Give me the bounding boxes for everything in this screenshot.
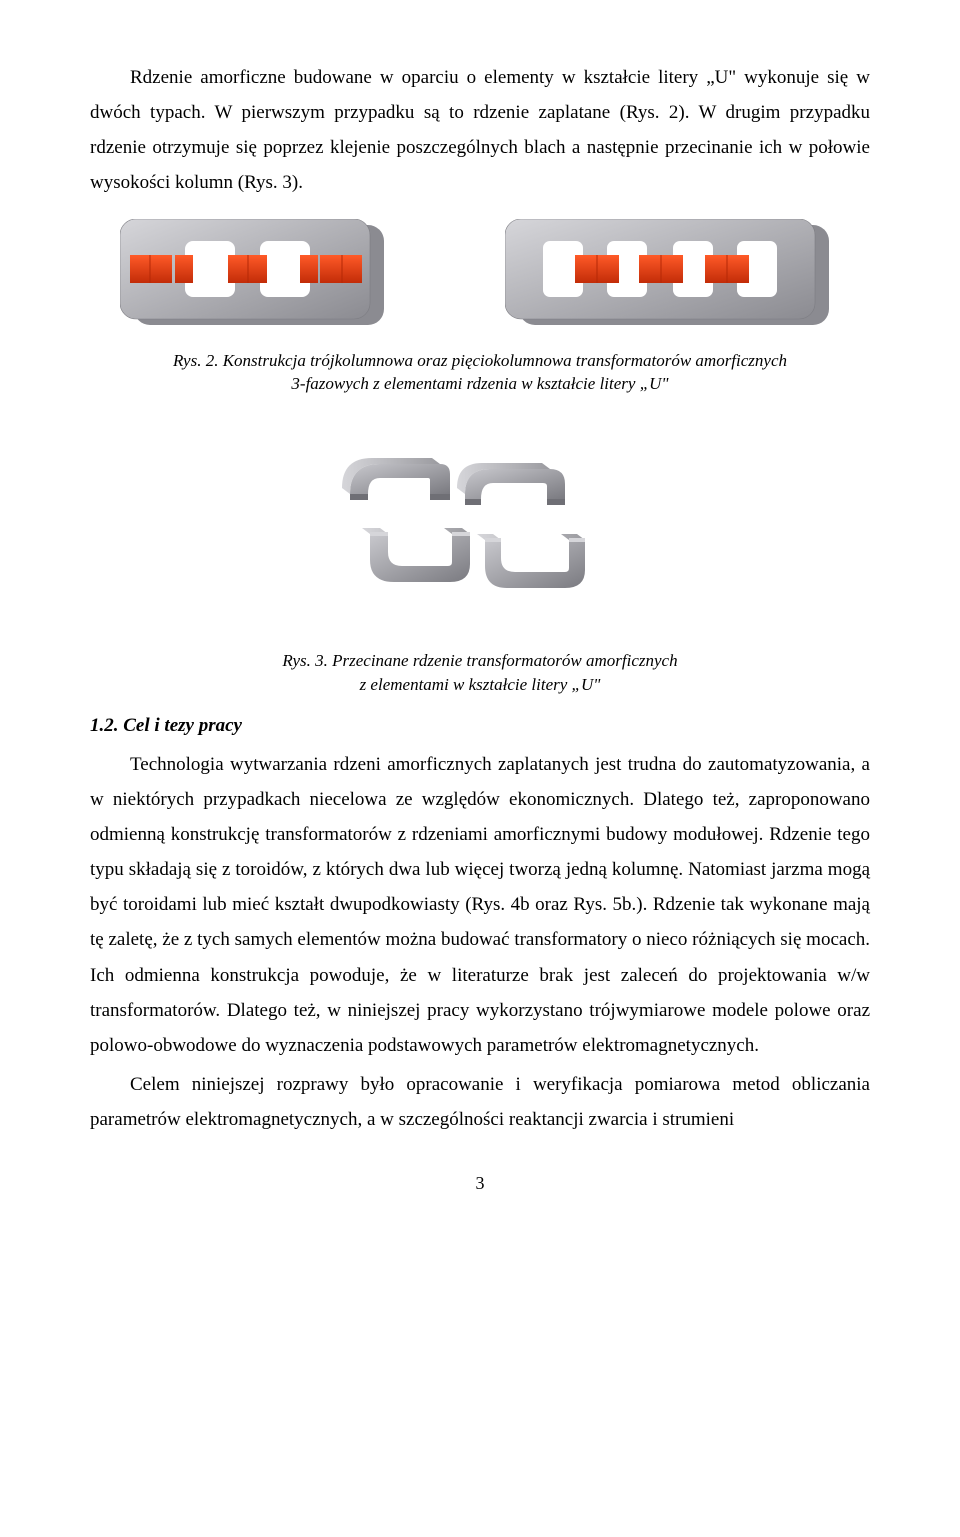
fig2-caption-l2: 3-fazowych z elementami rdzenia w kształ… (291, 374, 668, 393)
fig3-caption-l2: z elementami w kształcie litery „U" (360, 675, 601, 694)
fig2-core-3col (120, 219, 395, 339)
document-page: Rdzenie amorficzne budowane w oparciu o … (0, 0, 960, 1234)
figure-3 (90, 414, 870, 639)
fig2-caption-l1: Rys. 2. Konstrukcja trójkolumnowa oraz p… (173, 351, 787, 370)
fig3-cores (310, 414, 650, 634)
figure-2-caption: Rys. 2. Konstrukcja trójkolumnowa oraz p… (90, 349, 870, 397)
paragraph-body-1: Technologia wytwarzania rdzeni amorficzn… (90, 747, 870, 1063)
paragraph-body-2: Celem niniejszej rozprawy było opracowan… (90, 1067, 870, 1137)
para3-text: Celem niniejszej rozprawy było opracowan… (90, 1074, 870, 1130)
fig2-core-5col (505, 219, 840, 339)
paragraph-intro: Rdzenie amorficzne budowane w oparciu o … (90, 60, 870, 201)
para2-text: Technologia wytwarzania rdzeni amorficzn… (90, 754, 870, 1056)
fig3-caption-l1: Rys. 3. Przecinane rdzenie transformator… (282, 651, 677, 670)
page-number: 3 (90, 1173, 870, 1194)
page-number-text: 3 (476, 1173, 485, 1193)
figure-3-caption: Rys. 3. Przecinane rdzenie transformator… (90, 649, 870, 697)
section-heading-text: 1.2. Cel i tezy pracy (90, 715, 242, 736)
para1-text: Rdzenie amorficzne budowane w oparciu o … (90, 67, 870, 193)
figure-2 (90, 219, 870, 339)
section-heading-1-2: 1.2. Cel i tezy pracy (90, 715, 870, 737)
